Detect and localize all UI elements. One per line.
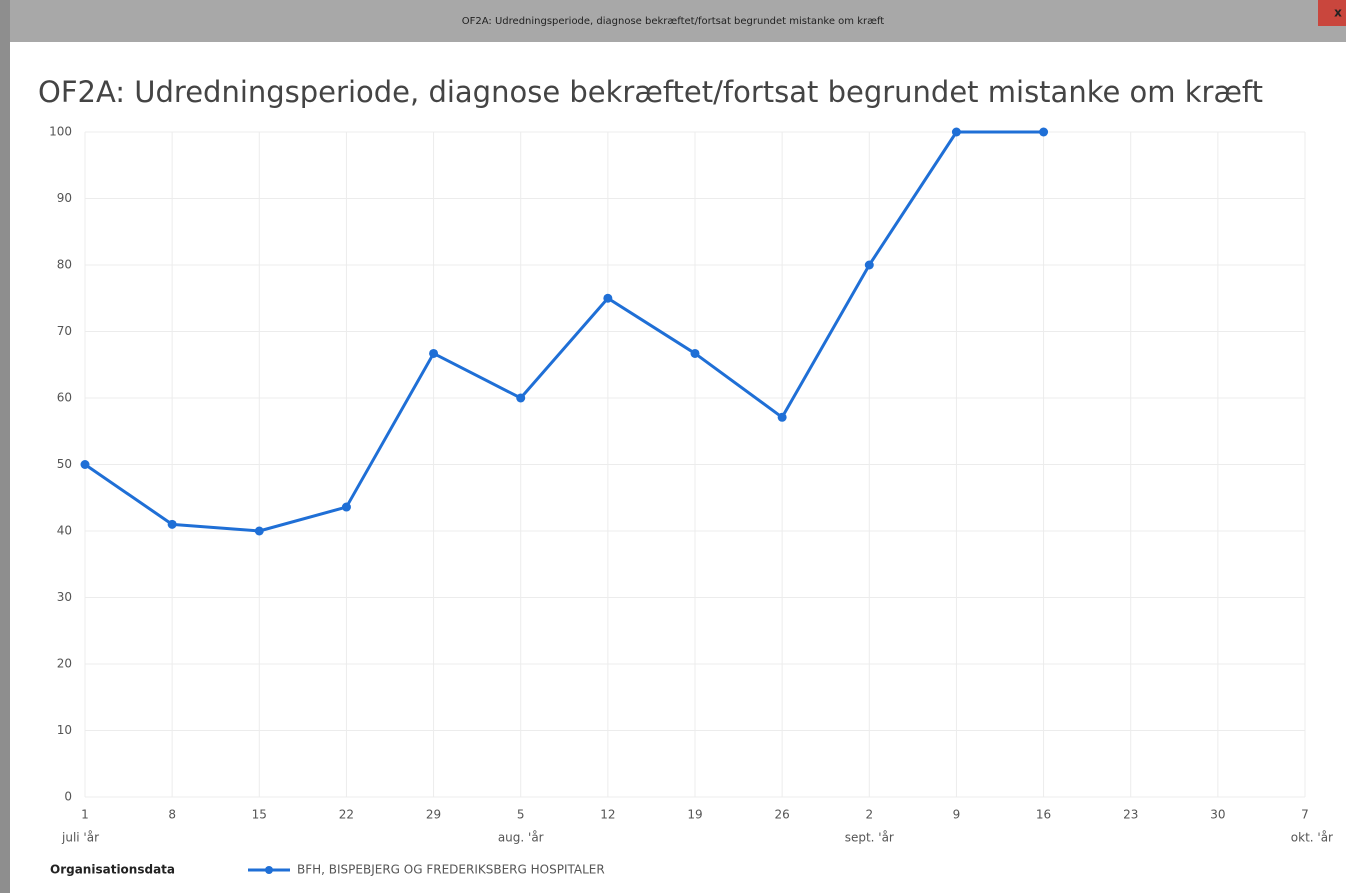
y-tick-label: 0 [64,790,72,804]
x-tick-label: 19 [687,808,702,822]
legend-label: BFH, BISPEBJERG OG FREDERIKSBERG HOSPITA… [297,863,605,877]
y-tick-label: 50 [57,457,72,471]
x-tick-label: 16 [1036,808,1051,822]
x-tick-label: 7 [1301,808,1309,822]
x-tick-label: 1 [81,808,89,822]
y-tick-label: 80 [57,258,72,272]
y-tick-label: 70 [57,324,72,338]
x-tick-label: 26 [775,808,790,822]
series-line [84,130,1044,533]
x-tick-label: 5 [517,808,525,822]
y-tick-label: 10 [57,723,72,737]
x-tick-label: 15 [252,808,267,822]
legend-dot [265,866,273,874]
x-sublabel: aug. 'år [498,831,544,845]
y-tick-label: 60 [57,391,72,405]
y-tick-label: 20 [57,657,72,671]
window-title: OF2A: Udredningsperiode, diagnose bekræf… [462,16,884,27]
point [429,348,439,358]
close-button[interactable] [1318,0,1346,26]
x-sublabel: juli 'år [61,831,99,845]
point [516,393,526,403]
point [690,348,700,358]
x-tick-label: 29 [426,808,441,822]
x-tick-label: 30 [1210,808,1225,822]
y-tick-label: 40 [57,524,72,538]
point [254,526,264,536]
x-sublabel: okt. 'år [1291,831,1333,845]
x-tick-label: 23 [1123,808,1138,822]
point [603,293,613,303]
y-tick-label: 90 [57,191,72,205]
point [777,412,787,422]
y-tick-label: 30 [57,590,72,604]
title-bar [0,0,1346,42]
legend-title: Organisationsdata [50,863,175,877]
chart-title: OF2A: Udredningsperiode, diagnose bekræf… [38,75,1263,109]
x-tick-label: 8 [168,808,176,822]
window-border [0,0,10,893]
y-tick-label: 100 [49,125,72,139]
point [864,260,874,270]
point [167,519,177,529]
x-tick-label: 12 [600,808,615,822]
point [341,502,351,512]
point [951,127,961,137]
point [80,460,90,469]
x-tick-label: 22 [339,808,354,822]
x-tick-label: 9 [953,808,961,822]
point [1039,127,1049,137]
close-label[interactable]: x [1334,6,1342,20]
x-sublabel: sept. 'år [845,831,894,845]
x-tick-label: 2 [865,808,873,822]
